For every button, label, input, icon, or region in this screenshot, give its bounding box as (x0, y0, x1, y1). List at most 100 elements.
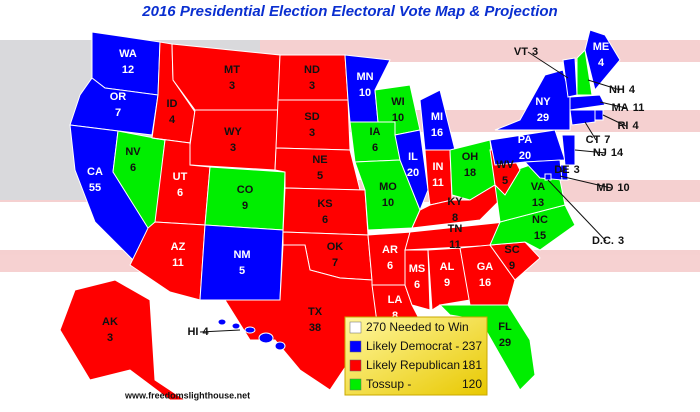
legend: 270 Needed to Win Likely Democrat -237 Lik… (349, 320, 482, 391)
state-abbr: NJ (593, 147, 607, 159)
state-label: D.C. 3 (592, 235, 624, 247)
state-abbr: CT (586, 134, 601, 146)
state (231, 322, 241, 330)
callout-line (199, 329, 241, 333)
state-votes: 13 (532, 197, 544, 209)
state-label: MD 10 (596, 182, 629, 194)
state-votes: 7 (604, 134, 610, 146)
state-votes: 16 (431, 127, 443, 139)
state (171, 43, 281, 111)
state-abbr: KY (447, 196, 463, 208)
callout-line (602, 114, 627, 127)
state-votes: 3 (230, 142, 236, 154)
state-votes: 6 (414, 279, 420, 291)
state-abbr: AZ (171, 241, 186, 253)
state-votes: 10 (392, 112, 404, 124)
state-votes: 11 (172, 257, 184, 269)
legend-value: 120 (462, 377, 482, 391)
state-votes: 29 (537, 112, 549, 124)
state-votes: 7 (115, 107, 121, 119)
state-label: NJ 14 (593, 147, 624, 159)
state (244, 326, 256, 334)
state (199, 224, 284, 301)
state-abbr: NM (233, 249, 250, 261)
callout-line (587, 79, 621, 91)
state (204, 166, 286, 231)
state (427, 247, 471, 311)
title: 2016 Presidential Election Electoral Vot… (141, 3, 557, 20)
legend-swatch (349, 378, 362, 391)
state-votes: 4 (202, 326, 209, 338)
state-abbr: MS (409, 263, 426, 275)
state-votes: 10 (382, 197, 394, 209)
callout-line (584, 121, 597, 141)
state-votes: 5 (502, 175, 508, 187)
state-abbr: OH (462, 151, 479, 163)
legend-value: 181 (462, 358, 482, 372)
state-abbr: MA (612, 102, 629, 114)
state-votes: 20 (519, 150, 531, 162)
state-votes: 5 (317, 170, 323, 182)
state-votes: 29 (499, 337, 511, 349)
state-votes: 4 (598, 57, 605, 69)
state-votes: 3 (309, 80, 315, 92)
state-abbr: NY (535, 96, 551, 108)
state-votes: 8 (452, 212, 458, 224)
state-abbr: UT (173, 171, 188, 183)
states (59, 29, 621, 401)
state-votes: 4 (629, 84, 636, 96)
state (277, 54, 349, 101)
state (224, 244, 379, 391)
state-abbr: D.C. (592, 235, 614, 247)
state-votes: 10 (359, 87, 371, 99)
state-votes: 20 (407, 167, 419, 179)
state-abbr: NH (609, 84, 625, 96)
state-votes: 7 (332, 257, 338, 269)
state-abbr: MT (224, 64, 240, 76)
state-abbr: WI (391, 96, 404, 108)
state-votes: 9 (444, 277, 450, 289)
state-abbr: VA (531, 181, 546, 193)
state-abbr: ME (593, 41, 610, 53)
state-abbr: OR (110, 91, 127, 103)
state-abbr: IL (408, 151, 418, 163)
state-votes: 9 (509, 260, 515, 272)
state-votes: 3 (229, 80, 235, 92)
state-abbr: TX (308, 306, 323, 318)
state-votes: 11 (633, 102, 645, 114)
state (584, 29, 621, 92)
state-votes: 8 (392, 310, 398, 322)
state-label: MA 11 (612, 102, 645, 114)
state-votes: 15 (534, 230, 546, 242)
state-abbr: IN (433, 161, 444, 173)
state-abbr: PA (518, 134, 533, 146)
callout-line (559, 169, 566, 173)
state-abbr: HI (187, 326, 198, 338)
state-abbr: RI (617, 120, 628, 132)
state-abbr: MN (356, 71, 373, 83)
state-votes: 6 (322, 214, 328, 226)
state-votes: 3 (309, 127, 315, 139)
state-abbr: AR (382, 244, 398, 256)
state-abbr: DE (554, 164, 569, 176)
state-votes: 14 (611, 147, 624, 159)
state-label: HI 4 (187, 326, 209, 338)
state-votes: 6 (387, 260, 393, 272)
state-votes: 11 (432, 177, 444, 189)
callout-line (599, 101, 627, 109)
state-votes: 18 (464, 167, 476, 179)
state-votes: 55 (89, 182, 101, 194)
state-abbr: SC (504, 244, 519, 256)
state (394, 129, 429, 212)
legend-label: Likely Republican - (366, 358, 467, 372)
state-votes: 6 (130, 162, 136, 174)
state (189, 109, 279, 171)
state (258, 332, 274, 344)
state-abbr: CA (87, 166, 103, 178)
state (561, 134, 576, 166)
state (282, 187, 369, 236)
state-abbr: SD (304, 111, 319, 123)
state-votes: 38 (309, 322, 321, 334)
state-abbr: LA (388, 294, 403, 306)
